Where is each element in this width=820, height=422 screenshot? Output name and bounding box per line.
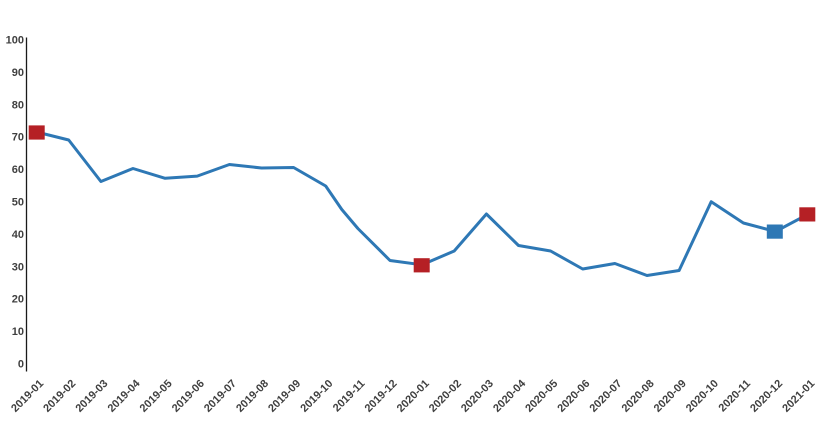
svg-text:2019-01: 2019-01 (9, 378, 46, 415)
svg-text:2020-04: 2020-04 (491, 377, 529, 415)
svg-text:2021-01: 2021-01 (780, 378, 817, 415)
svg-text:2020-08: 2020-08 (620, 378, 657, 415)
svg-text:2019-09: 2019-09 (266, 378, 303, 415)
svg-text:2020-10: 2020-10 (684, 378, 721, 415)
svg-text:2020-11: 2020-11 (717, 378, 754, 415)
svg-text:80: 80 (12, 99, 24, 111)
svg-text:90: 90 (12, 67, 24, 79)
svg-text:10: 10 (12, 326, 24, 338)
svg-text:60: 60 (12, 164, 24, 176)
svg-text:2020-05: 2020-05 (523, 378, 560, 415)
svg-text:2019-12: 2019-12 (363, 378, 400, 415)
svg-text:40: 40 (12, 229, 24, 241)
svg-text:50: 50 (12, 197, 24, 209)
svg-text:2020-06: 2020-06 (555, 378, 592, 415)
svg-text:2019-02: 2019-02 (41, 378, 78, 415)
svg-text:2019-07: 2019-07 (202, 378, 239, 415)
svg-text:20: 20 (12, 294, 24, 306)
svg-text:2020-07: 2020-07 (587, 378, 624, 415)
svg-text:0: 0 (18, 359, 24, 371)
svg-text:2019-05: 2019-05 (138, 378, 175, 415)
svg-text:2019-03: 2019-03 (73, 378, 110, 415)
svg-text:2019-04: 2019-04 (106, 377, 144, 415)
svg-text:100: 100 (6, 35, 24, 47)
svg-text:2019-08: 2019-08 (234, 378, 271, 415)
svg-text:2019-06: 2019-06 (170, 378, 207, 415)
svg-text:2020-01: 2020-01 (395, 378, 432, 415)
svg-text:2020-02: 2020-02 (427, 378, 464, 415)
svg-text:2019-11: 2019-11 (331, 378, 368, 415)
svg-text:70: 70 (12, 132, 24, 144)
svg-text:2020-09: 2020-09 (652, 378, 689, 415)
svg-text:2020-03: 2020-03 (459, 378, 496, 415)
svg-text:2019-10: 2019-10 (298, 378, 335, 415)
svg-text:2020-12: 2020-12 (748, 378, 785, 415)
svg-text:30: 30 (12, 261, 24, 273)
